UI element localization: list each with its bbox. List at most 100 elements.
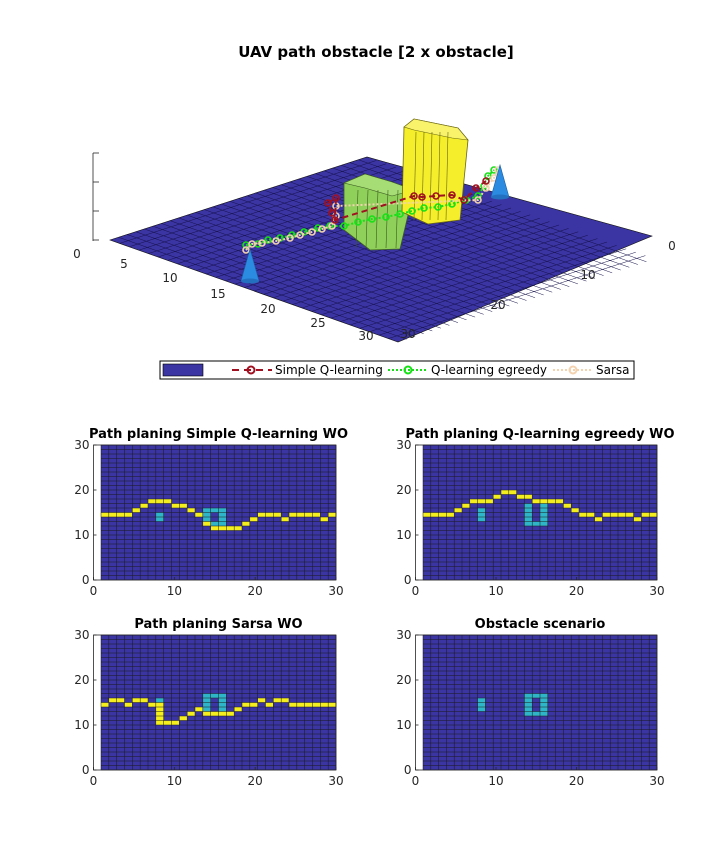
path-cell <box>312 512 321 517</box>
obstacle-cell <box>532 521 540 526</box>
obstacle-cell <box>477 512 486 517</box>
legend: Simple Q-learning Q-learning egreedy Sar… <box>159 360 635 380</box>
obstacle-cell <box>202 707 211 712</box>
obstacle-cell <box>524 512 533 517</box>
obstacle-cell <box>540 517 548 522</box>
y-tick-label: 0 <box>82 763 90 777</box>
obstacle-yellow-rib <box>429 131 433 221</box>
z-tick-label: 0 <box>73 247 81 261</box>
obstacle-cell <box>524 698 533 703</box>
y-tick-label: 20 <box>74 673 89 687</box>
obstacle-cell <box>540 508 548 513</box>
path-cell <box>493 494 501 499</box>
egreedy-point <box>408 207 416 215</box>
y-tick-label: 5 <box>120 257 128 271</box>
path-cell <box>289 512 297 517</box>
y-tick-label: 20 <box>260 302 275 316</box>
obstacle-cell <box>218 521 227 526</box>
path-cell <box>296 702 305 707</box>
path-cell <box>140 503 148 508</box>
sarsa-point <box>242 246 250 254</box>
path-cell <box>462 503 470 508</box>
obstacle-cell <box>540 521 548 526</box>
x-tick-label: 10 <box>580 268 595 282</box>
obstacle-cell <box>524 508 533 513</box>
subplot-title: Path planing Q-learning egreedy WO <box>405 427 674 442</box>
obstacle-cell <box>202 508 211 513</box>
legend-surface-swatch <box>162 363 204 377</box>
y-tick-label: 30 <box>358 329 373 343</box>
obstacle-cell <box>218 707 227 712</box>
obstacle-cell <box>218 512 227 517</box>
y-tick-label: 25 <box>310 316 325 330</box>
sarsa-line <box>245 169 499 251</box>
surface-plot-3d: 0 5 10 15 20 25 30 30 20 10 0 <box>73 118 676 343</box>
obstacle-cell <box>218 693 227 698</box>
x-tick-label: 20 <box>248 584 263 598</box>
legend-egreedy-marker <box>403 365 413 375</box>
y-tick-label: 10 <box>162 271 177 285</box>
y-tick-label: 20 <box>74 483 89 497</box>
sarsa-point <box>272 237 280 245</box>
path-cell <box>116 698 125 703</box>
x-tick-label: 20 <box>248 774 263 788</box>
y-tick-label: 0 <box>82 573 90 587</box>
path-cell <box>586 512 595 517</box>
obstacle-cell <box>477 707 486 712</box>
y-tick-label: 20 <box>396 673 411 687</box>
simple-q-point <box>410 192 418 200</box>
path-cell <box>501 490 509 495</box>
simple-q-point <box>332 194 340 202</box>
obstacle-cell <box>540 707 548 712</box>
path-cell <box>226 526 235 531</box>
simple-q-point <box>482 177 490 185</box>
path-cell <box>296 512 305 517</box>
x-tick-label: 10 <box>167 584 182 598</box>
heatmap-obstacle-scenario: Obstacle scenario 0 10 20 30 0 10 20 30 <box>396 617 664 788</box>
simple-q-point <box>460 196 468 204</box>
axes-frame <box>93 634 337 771</box>
obstacle-cell <box>540 711 548 716</box>
path-cell <box>257 698 266 703</box>
path-cell <box>320 702 329 707</box>
egreedy-point <box>396 210 404 218</box>
x-tick-label: 10 <box>167 774 182 788</box>
path-cell <box>187 711 195 716</box>
obstacle-cell <box>524 503 533 508</box>
y-tick-label: 30 <box>74 628 89 642</box>
subplot-title: Path planing Sarsa WO <box>134 617 302 632</box>
surface-grid-line <box>369 248 627 333</box>
obstacle-cell <box>540 503 548 508</box>
surface-grid-line <box>359 245 617 329</box>
sarsa-point <box>318 225 326 233</box>
path-cell <box>163 499 172 504</box>
path-cell <box>571 508 579 513</box>
obstacle-cell <box>155 517 164 522</box>
path-cell <box>132 508 141 513</box>
subplot-title: Path planing Simple Q-learning WO <box>89 427 348 442</box>
axes-frame <box>415 634 658 771</box>
y-tick-label: 30 <box>396 628 411 642</box>
x-tick-label: 30 <box>328 584 343 598</box>
path-cell <box>249 517 258 522</box>
simple-q-point <box>331 216 339 224</box>
obstacle-yellow-rib <box>437 131 441 221</box>
simple-q-point <box>328 209 336 217</box>
obstacle-cell <box>477 702 486 707</box>
obstacle-cell <box>218 698 227 703</box>
cone-goal-base <box>491 194 509 200</box>
path-cell <box>602 512 611 517</box>
sarsa-point <box>474 196 482 204</box>
sarsa-point <box>296 231 304 239</box>
y-tick-label: 10 <box>74 528 89 542</box>
path-cell <box>132 698 141 703</box>
path-cell <box>625 512 634 517</box>
path-cell <box>594 517 603 522</box>
path-cell <box>563 503 572 508</box>
x-tick-label: 30 <box>400 327 415 341</box>
egreedy-point <box>382 213 390 221</box>
surface-grid-line <box>378 251 636 336</box>
sarsa-point <box>248 240 256 248</box>
path-cell <box>281 698 289 703</box>
path-cell <box>423 512 431 517</box>
